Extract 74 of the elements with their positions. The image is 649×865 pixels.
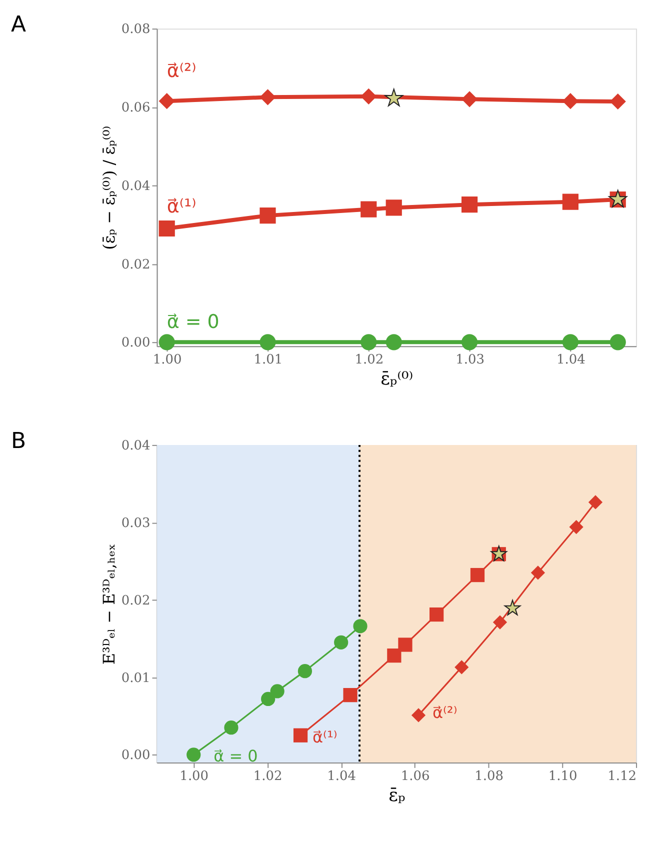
series-label: α⃗⁽¹⁾ [166, 196, 196, 218]
y-tick-label: 0.03 [121, 516, 150, 531]
point [386, 334, 402, 350]
x-axis-title: ε̄ₚ⁽⁰⁾ [380, 368, 414, 390]
x-tick-label: 1.02 [354, 352, 384, 368]
point [461, 91, 478, 108]
point [387, 648, 402, 663]
point [569, 520, 584, 534]
point [530, 566, 546, 580]
point [270, 684, 284, 698]
point [470, 568, 485, 582]
y-tick-label: 0.02 [121, 593, 150, 608]
y-tick-label: 0.02 [121, 257, 150, 272]
point [353, 619, 368, 634]
chart-title: B [11, 428, 26, 454]
x-tick-label: 1.02 [253, 768, 282, 784]
point [461, 196, 478, 213]
point [562, 334, 578, 350]
y-tick-label: 0.00 [121, 748, 150, 764]
point [360, 201, 377, 218]
point [360, 88, 377, 104]
point [588, 495, 603, 510]
series-label: α⃗⁽²⁾ [432, 703, 458, 722]
point [343, 688, 358, 702]
point [158, 93, 175, 110]
point [298, 664, 312, 678]
point [492, 615, 508, 630]
x-tick-label: 1.04 [556, 352, 586, 368]
point [224, 720, 238, 735]
x-tick-label: 1.08 [474, 768, 504, 784]
point [430, 607, 444, 622]
point [411, 708, 426, 722]
series-label: α⃗⁽¹⁾ [312, 727, 338, 746]
y-tick-label: 0.04 [121, 438, 150, 454]
point [260, 334, 276, 350]
y-tick-label: 0.04 [121, 178, 150, 194]
point [360, 334, 377, 350]
y-tick-label: 0.00 [121, 336, 150, 351]
point [384, 88, 404, 106]
x-tick-label: 1.12 [608, 768, 637, 784]
y-tick-label: 0.01 [121, 670, 150, 686]
point [504, 600, 521, 616]
point [386, 200, 402, 216]
x-tick-label: 1.00 [152, 352, 182, 368]
point [610, 334, 626, 350]
point [260, 89, 276, 106]
x-tick-label: 1.01 [254, 352, 283, 368]
chart-title: A [11, 12, 26, 38]
point [186, 748, 201, 762]
y-axis-title: (ε̄ₚ − ε̄ₚ⁽⁰⁾) / ε̄ₚ⁽⁰⁾ [99, 126, 118, 250]
point [454, 660, 469, 674]
point [461, 334, 478, 350]
point [261, 692, 276, 706]
point [334, 635, 348, 650]
y-axis-title: E³ᴰₑₗ − E³ᴰₑₗ,ₕₑₓ [99, 544, 118, 665]
point [158, 334, 175, 350]
x-axis-title: ε̄ₚ [388, 784, 406, 806]
point [398, 638, 412, 652]
point [293, 728, 308, 742]
x-tick-label: 1.06 [400, 768, 430, 784]
point [260, 208, 276, 224]
series-label: α⃗ = 0 [214, 746, 258, 766]
point [610, 93, 626, 110]
y-tick-label: 0.08 [121, 22, 150, 38]
point [562, 194, 578, 210]
series-label: α⃗ = 0 [166, 311, 220, 334]
series-label: α⃗⁽²⁾ [166, 60, 196, 82]
point [158, 220, 175, 237]
x-tick-label: 1.10 [548, 768, 578, 784]
x-tick-label: 1.03 [456, 352, 484, 368]
x-tick-label: 1.04 [327, 768, 356, 784]
point [562, 93, 578, 110]
y-tick-label: 0.06 [121, 100, 150, 116]
x-tick-label: 1.00 [180, 768, 209, 784]
